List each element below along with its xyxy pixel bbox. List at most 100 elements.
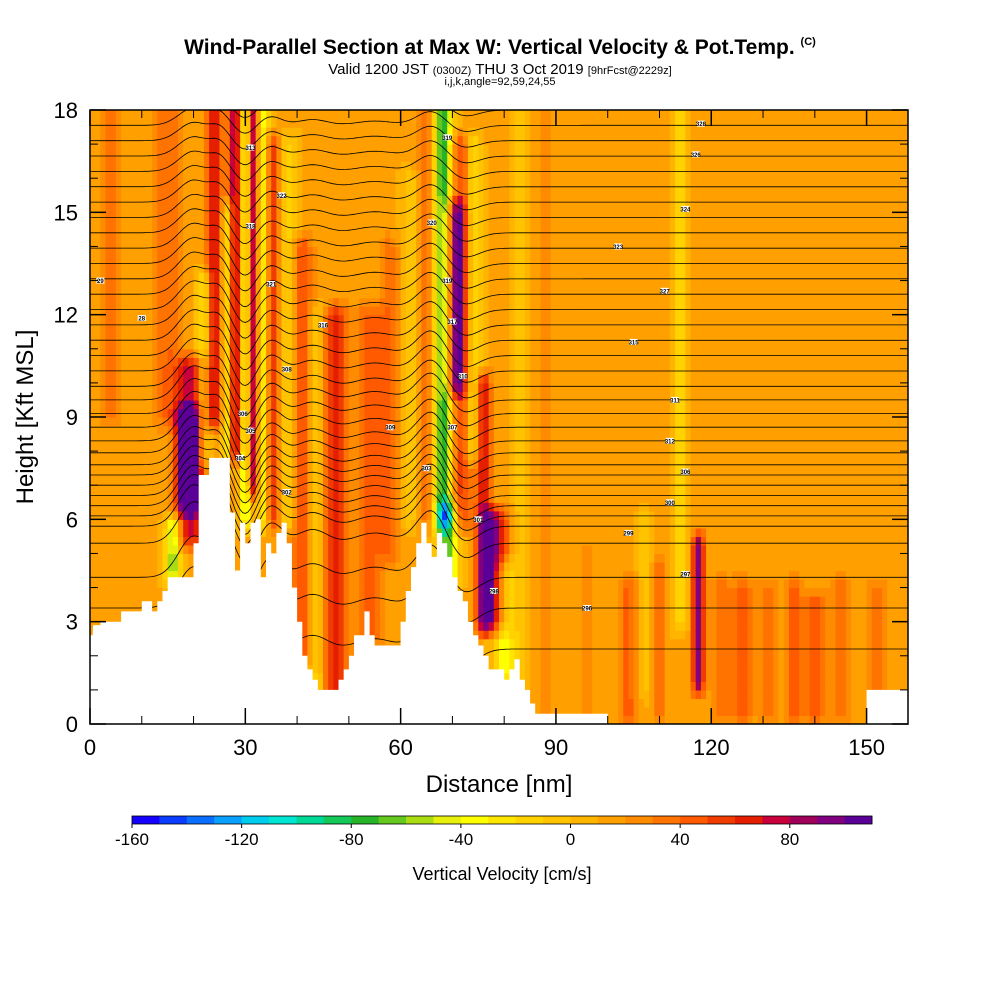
velocity-cell (374, 365, 381, 375)
velocity-cell (379, 604, 386, 614)
velocity-cell (90, 451, 96, 461)
velocity-cell (354, 331, 360, 341)
velocity-cell (374, 127, 381, 137)
velocity-cell (193, 434, 200, 444)
velocity-cell (136, 135, 143, 145)
velocity-cell (131, 289, 138, 299)
velocity-cell (260, 229, 267, 239)
velocity-cell (203, 340, 210, 350)
velocity-cell (374, 613, 381, 623)
velocity-cell (286, 340, 293, 350)
velocity-cell (245, 348, 252, 358)
velocity-cell (90, 382, 96, 393)
velocity-cell (442, 161, 448, 171)
velocity-cell (400, 152, 407, 162)
velocity-cell (95, 144, 101, 154)
velocity-cell (234, 306, 241, 316)
velocity-cell (395, 118, 402, 128)
velocity-cell (317, 655, 324, 665)
velocity-cell (348, 110, 355, 120)
velocity-cell (110, 587, 117, 597)
velocity-cell (322, 655, 329, 665)
velocity-cell (260, 425, 267, 435)
velocity-cell (390, 323, 397, 333)
velocity-cell (410, 510, 417, 520)
velocity-cell (95, 553, 101, 563)
velocity-cell (110, 417, 117, 427)
velocity-cell (136, 399, 143, 410)
velocity-cell (95, 476, 101, 486)
velocity-cell (395, 135, 402, 145)
velocity-cell (307, 510, 314, 520)
velocity-cell (276, 365, 283, 375)
velocity-cell (100, 229, 107, 239)
velocity-cell (183, 451, 189, 461)
velocity-cell (307, 306, 314, 316)
velocity-cell (95, 365, 101, 375)
velocity-cell (121, 391, 127, 401)
velocity-cell (110, 604, 117, 614)
velocity-cell (162, 391, 169, 401)
velocity-cell (167, 306, 174, 316)
velocity-cell (297, 561, 303, 572)
velocity-cell (405, 365, 412, 375)
velocity-cell (152, 127, 158, 137)
velocity-cell (369, 272, 376, 282)
velocity-cell (395, 297, 402, 307)
velocity-cell (141, 237, 148, 248)
velocity-cell (131, 323, 138, 333)
velocity-cell (240, 340, 246, 350)
velocity-cell (219, 417, 226, 427)
velocity-cell (281, 468, 288, 478)
velocity-cell (136, 374, 143, 384)
velocity-cell (276, 297, 283, 307)
velocity-cell (90, 399, 96, 410)
velocity-cell (95, 604, 101, 614)
velocity-cell (141, 263, 148, 273)
velocity-cell (110, 544, 117, 555)
velocity-cell (410, 280, 417, 290)
velocity-cell (400, 425, 407, 435)
velocity-cell (219, 263, 226, 273)
velocity-cell (390, 203, 397, 213)
velocity-cell (343, 186, 350, 196)
velocity-cell (343, 161, 350, 171)
velocity-cell (245, 382, 252, 393)
velocity-cell (307, 638, 314, 648)
velocity-cell (260, 442, 267, 452)
velocity-cell (333, 212, 340, 222)
velocity-cell (364, 306, 371, 316)
chart-title: Wind-Parallel Section at Max W: Vertical… (184, 36, 816, 59)
velocity-cell (338, 553, 345, 563)
velocity-cell (271, 357, 277, 367)
velocity-cell (136, 357, 143, 367)
velocity-cell (333, 178, 340, 188)
velocity-cell (281, 169, 288, 179)
velocity-cell (379, 135, 386, 145)
velocity-cell (255, 391, 262, 401)
velocity-cell (395, 127, 402, 137)
velocity-cell (379, 280, 386, 290)
velocity-cell (322, 399, 329, 410)
velocity-cell (302, 203, 309, 213)
velocity-cell (136, 502, 143, 512)
velocity-cell (146, 570, 153, 580)
velocity-cell (178, 425, 184, 435)
velocity-cell (410, 254, 417, 265)
velocity-cell (297, 229, 303, 239)
velocity-cell (291, 451, 298, 461)
velocity-cell (322, 519, 329, 529)
velocity-cell (131, 272, 138, 282)
velocity-cell (317, 596, 324, 606)
velocity-cell (193, 417, 200, 427)
velocity-cell (400, 476, 407, 486)
velocity-cell (442, 212, 448, 222)
velocity-cell (276, 476, 283, 486)
velocity-cell (322, 331, 329, 341)
velocity-cell (338, 485, 345, 495)
velocity-cell (343, 144, 350, 154)
velocity-cell (421, 451, 428, 461)
velocity-cell (250, 493, 257, 503)
velocity-cell (426, 144, 433, 154)
velocity-cell (146, 272, 153, 282)
